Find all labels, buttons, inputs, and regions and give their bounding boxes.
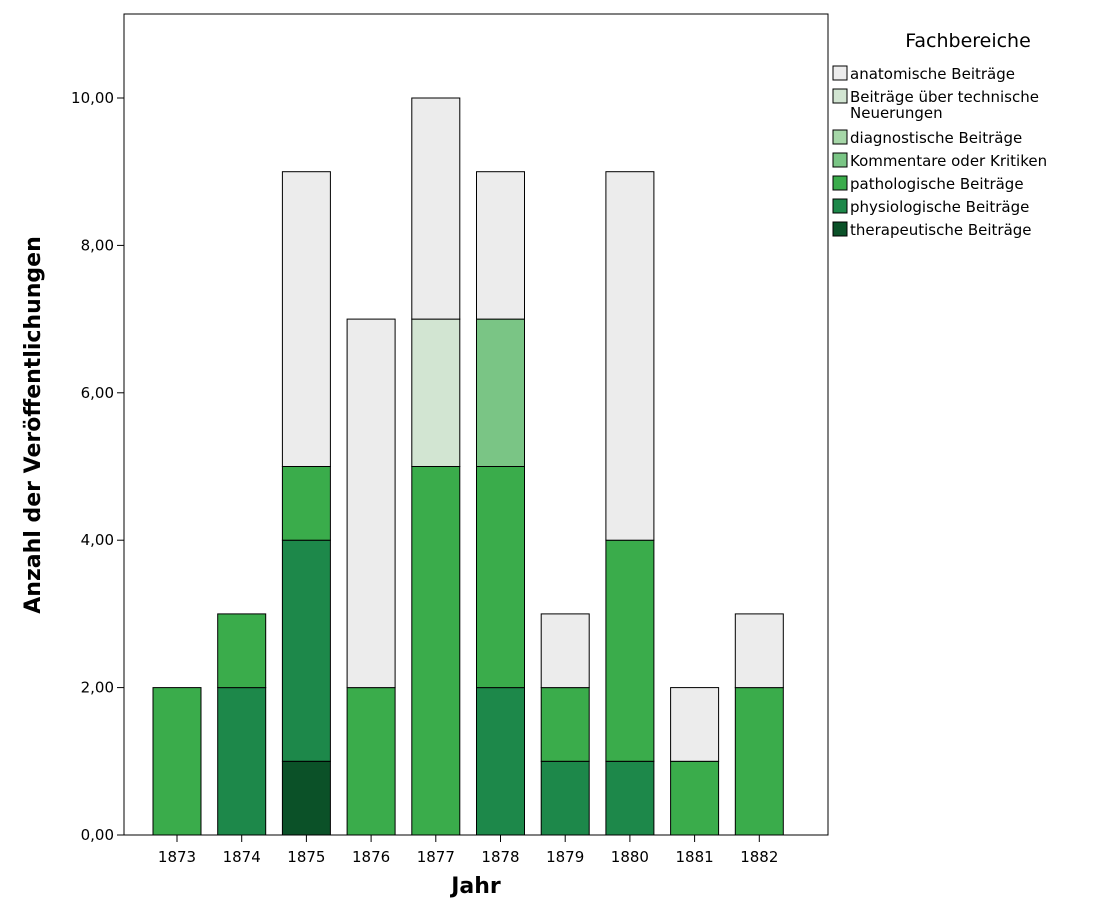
- bar-segment-1875-series-2: [281, 466, 331, 541]
- bar-segment-1882-series-2: [734, 687, 784, 836]
- bar-segment-1879-series-6: [540, 613, 590, 689]
- bar-segment-1878-series-3: [476, 318, 525, 467]
- bar-segment-1875-series-1: [281, 539, 331, 762]
- bars-group: [152, 97, 784, 836]
- legend-swatch: [832, 129, 848, 145]
- bar-segment-1881-series-6: [670, 687, 720, 762]
- bar-segment-1877-series-6: [411, 97, 461, 320]
- legend-label: diagnostische Beiträge: [850, 129, 1022, 147]
- x-tick-label: 1875: [287, 848, 325, 866]
- bar-segment-1879-series-2: [540, 687, 590, 762]
- bar-segment-1880-series-2: [605, 539, 655, 762]
- bar-segment-1874-series-2: [217, 613, 267, 689]
- bar-segment-1877-series-2: [411, 466, 461, 836]
- bar-segment-1878-series-2: [476, 466, 525, 689]
- bar-segment-1879-series-1: [540, 760, 590, 836]
- x-tick-label: 1878: [481, 848, 519, 866]
- y-tick-label: 4,00: [81, 531, 114, 549]
- bar-segment-1880-series-6: [605, 171, 655, 541]
- y-tick-label: 8,00: [81, 236, 114, 254]
- bar-segment-1875-series-6: [281, 171, 331, 467]
- legend-label: therapeutische Beiträge: [850, 221, 1032, 239]
- legend-swatch: [832, 152, 848, 168]
- legend-swatch: [832, 88, 848, 104]
- bar-segment-1873-series-2: [152, 687, 202, 836]
- legend: Fachbereiche anatomische Beiträge Beiträg…: [832, 30, 1047, 239]
- legend-label: physiologische Beiträge: [850, 198, 1029, 216]
- bar-segment-1874-series-1: [217, 687, 267, 836]
- bar-segment-1875-series-0: [281, 760, 331, 836]
- bar-segment-1878-series-1: [476, 687, 525, 836]
- bar-segment-1878-series-6: [476, 171, 525, 320]
- legend-swatch: [832, 221, 848, 237]
- x-tick-label: 1881: [676, 848, 714, 866]
- legend-label: Neuerungen: [850, 104, 943, 122]
- x-tick-label: 1882: [740, 848, 778, 866]
- y-tick-label: 0,00: [81, 826, 114, 844]
- x-tick-label: 1880: [611, 848, 649, 866]
- legend-label: anatomische Beiträge: [850, 65, 1015, 83]
- y-tick-label: 6,00: [81, 384, 114, 402]
- x-tick-label: 1877: [417, 848, 455, 866]
- x-tick-label: 1874: [223, 848, 261, 866]
- legend-swatch: [832, 65, 848, 81]
- bar-segment-1876-series-6: [346, 318, 396, 689]
- bar-segment-1876-series-2: [346, 687, 396, 836]
- bar-segment-1880-series-1: [605, 760, 655, 836]
- x-axis-title: Jahr: [449, 874, 501, 899]
- legend-title: Fachbereiche: [905, 30, 1031, 52]
- bar-segment-1882-series-6: [734, 613, 784, 689]
- legend-label: Beiträge über technische: [850, 88, 1039, 106]
- legend-swatch: [832, 198, 848, 214]
- legend-label: Kommentare oder Kritiken: [850, 152, 1047, 170]
- y-axis: 0,00 2,00 4,00 6,00 8,00 10,00: [71, 89, 124, 844]
- bar-segment-1881-series-2: [670, 760, 720, 836]
- legend-label: pathologische Beiträge: [850, 175, 1024, 193]
- x-tick-label: 1873: [158, 848, 196, 866]
- x-axis: 1873 1874 1875 1876 1877 1878 1879 1880 1881 1882: [158, 835, 778, 866]
- bar-segment-1877-series-5: [411, 318, 461, 467]
- x-tick-label: 1879: [546, 848, 584, 866]
- y-axis-title: Anzahl der Veröffentlichungen: [21, 236, 46, 613]
- x-tick-label: 1876: [352, 848, 390, 866]
- legend-swatch: [832, 175, 848, 191]
- y-tick-label: 10,00: [71, 89, 114, 107]
- y-tick-label: 2,00: [81, 679, 114, 697]
